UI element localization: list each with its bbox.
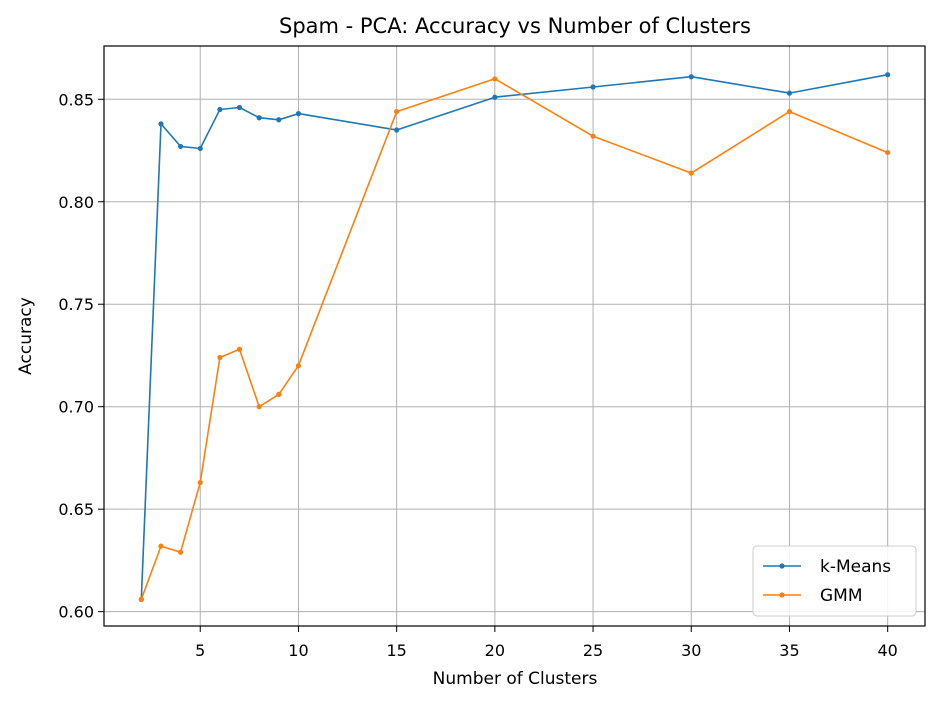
y-tick-label: 0.70: [58, 398, 94, 417]
x-tick-label: 15: [386, 641, 406, 660]
x-tick-label: 25: [583, 641, 603, 660]
legend-box: [752, 545, 917, 617]
x-tick-label: 20: [485, 641, 505, 660]
y-tick-label: 0.85: [58, 90, 94, 109]
k-means-point: [236, 104, 243, 111]
legend-label-gmm: GMM: [820, 586, 863, 606]
chart-title: Spam - PCA: Accuracy vs Number of Cluste…: [279, 14, 751, 38]
gmm-point: [590, 133, 596, 139]
k-means-point: [158, 121, 164, 127]
k-means-point: [197, 145, 203, 152]
gmm-point: [178, 549, 184, 555]
k-means-point: [590, 84, 596, 90]
x-tick-label: 35: [779, 641, 799, 660]
axes: 5 10 15 20 25 30 35 40 0.60 0.65 0.70 0.75 0.80 0.85: [58, 45, 926, 660]
plot-frame: [103, 45, 926, 627]
legend-marker-k-means: [779, 563, 785, 569]
y-axis-label: Accuracy: [16, 297, 36, 375]
k-means-point: [256, 115, 262, 121]
gmm-point: [492, 76, 498, 82]
x-tick-label: 30: [681, 641, 701, 660]
k-means-point: [178, 143, 184, 150]
k-means-point: [394, 127, 400, 133]
y-tick-label: 0.65: [58, 500, 94, 519]
gmm-point: [138, 596, 144, 602]
k-means-line: [140, 73, 888, 600]
series-layer: [138, 72, 891, 602]
gmm-point: [197, 479, 203, 486]
gmm-point: [158, 543, 164, 549]
gmm-point: [236, 346, 243, 352]
x-tick-label: 40: [878, 641, 898, 660]
legend-label-k-means: k-Means: [820, 557, 891, 577]
k-means-point: [688, 74, 694, 80]
k-means-point: [295, 111, 302, 117]
k-means-point: [276, 117, 282, 123]
legend: k-Means GMM: [752, 545, 917, 617]
x-axis-label: Number of Clusters: [433, 669, 598, 689]
k-means-point: [217, 106, 223, 113]
legend-marker-gmm: [779, 592, 785, 598]
y-tick-label: 0.75: [58, 295, 94, 314]
gmm-point: [256, 404, 262, 410]
x-tick-label: 5: [195, 641, 205, 660]
gmm-line: [140, 78, 889, 600]
y-tick-label: 0.80: [58, 193, 94, 212]
x-tick-label: 10: [288, 641, 308, 660]
k-means-point: [885, 72, 891, 78]
k-means-point: [786, 90, 793, 96]
gmm-point: [394, 108, 400, 115]
gmm-point: [885, 149, 891, 156]
k-means-point: [492, 94, 498, 100]
gmm-point: [786, 108, 793, 115]
gmm-point: [295, 363, 302, 369]
gmm-point: [688, 170, 694, 176]
gmm-point: [217, 354, 223, 361]
grid: [104, 46, 925, 626]
y-tick-label: 0.60: [58, 603, 94, 622]
gmm-point: [276, 391, 282, 398]
